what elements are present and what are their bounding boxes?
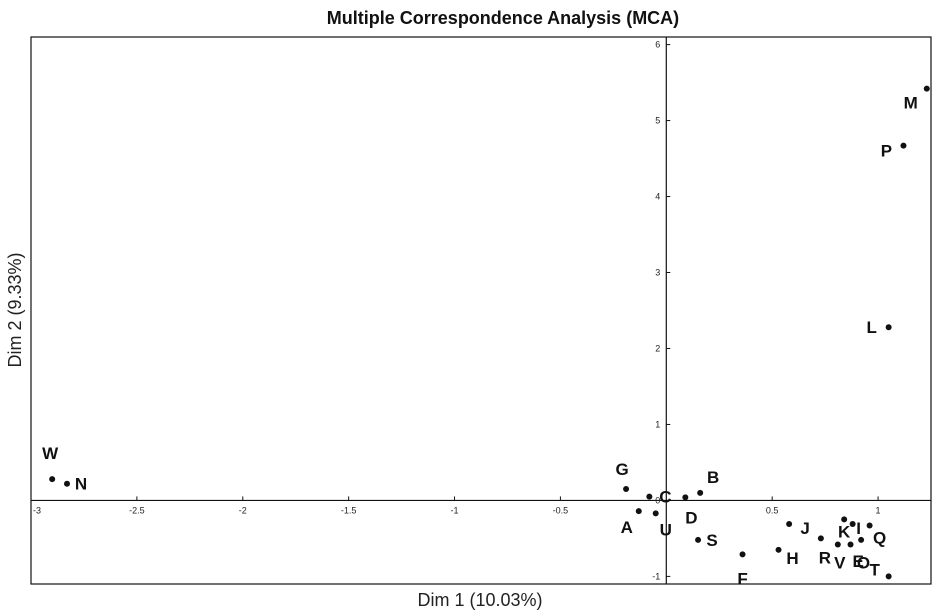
point-label-n: N bbox=[75, 475, 87, 494]
point-label-k: K bbox=[838, 522, 851, 541]
y-tick-label: 3 bbox=[655, 268, 660, 278]
point-label-v: V bbox=[834, 553, 846, 572]
point-marker-q bbox=[866, 522, 873, 529]
y-tick-label: 5 bbox=[655, 116, 660, 126]
y-tick-label: 4 bbox=[655, 192, 660, 202]
y-axis-label: Dim 2 (9.33%) bbox=[5, 252, 25, 367]
point-label-o: O bbox=[857, 553, 870, 572]
chart-title: Multiple Correspondence Analysis (MCA) bbox=[327, 8, 679, 28]
y-tick-group: -1 0 1 2 3 4 5 6 bbox=[652, 40, 671, 581]
point-marker-d bbox=[682, 494, 689, 501]
point-marker-i bbox=[849, 520, 856, 527]
point-marker-c bbox=[646, 493, 653, 500]
point-marker-s bbox=[695, 536, 702, 543]
point-marker-r bbox=[817, 535, 824, 542]
point-label-u: U bbox=[660, 520, 672, 539]
point-marker-f bbox=[739, 551, 746, 558]
point-label-s: S bbox=[706, 531, 717, 550]
point-label-i: I bbox=[856, 519, 861, 538]
x-tick-label: -0.5 bbox=[553, 505, 569, 515]
x-tick-label: -2.5 bbox=[129, 505, 145, 515]
point-marker-g bbox=[623, 486, 630, 493]
point-label-t: T bbox=[869, 560, 880, 579]
point-marker-m bbox=[923, 85, 930, 92]
point-label-b: B bbox=[707, 468, 719, 487]
point-marker-h bbox=[775, 546, 782, 553]
point-label-e: E bbox=[852, 552, 863, 571]
point-label-g: G bbox=[615, 460, 628, 479]
x-axis-label: Dim 1 (10.03%) bbox=[417, 590, 542, 610]
point-label-w: W bbox=[42, 444, 59, 463]
x-tick-label: -1.5 bbox=[341, 505, 357, 515]
point-marker-u bbox=[652, 510, 659, 517]
point-marker-v bbox=[834, 541, 841, 548]
point-marker-n bbox=[64, 480, 70, 487]
point-marker-j bbox=[786, 520, 793, 527]
point-label-l: L bbox=[866, 318, 876, 337]
point-marker-b bbox=[697, 489, 704, 496]
point-marker-l bbox=[885, 324, 892, 331]
x-tick-label: -2 bbox=[239, 505, 247, 515]
y-tick-label: -1 bbox=[652, 571, 660, 581]
point-marker-o bbox=[847, 541, 854, 548]
x-tick-label: -3 bbox=[33, 505, 41, 515]
y-tick-label: 0 bbox=[655, 495, 660, 505]
point-label-h: H bbox=[786, 549, 798, 568]
x-tick-label: 1 bbox=[876, 505, 881, 515]
y-tick-label: 2 bbox=[655, 343, 660, 353]
point-marker-t bbox=[885, 573, 892, 580]
point-label-j: J bbox=[800, 519, 809, 538]
point-marker-p bbox=[900, 142, 907, 149]
point-label-q: Q bbox=[873, 529, 886, 548]
point-label-a: A bbox=[621, 518, 633, 537]
point-label-m: M bbox=[904, 94, 918, 113]
point-label-c: C bbox=[659, 488, 671, 507]
point-marker-e bbox=[858, 536, 865, 543]
x-tick-label: 0.5 bbox=[766, 505, 779, 515]
x-tick-label: -1 bbox=[451, 505, 459, 515]
point-marker-k bbox=[841, 516, 848, 523]
point-label-f: F bbox=[737, 569, 747, 588]
y-tick-label: 6 bbox=[655, 40, 660, 50]
point-marker-a bbox=[635, 508, 642, 515]
point-label-p: P bbox=[881, 142, 892, 161]
point-marker-w bbox=[49, 476, 56, 483]
point-label-d: D bbox=[685, 508, 697, 527]
x-tick-group: -3 -2.5 -2 -1.5 -1 -0.5 0.5 1 bbox=[30, 496, 881, 515]
y-tick-label: 1 bbox=[655, 419, 660, 429]
plot-frame bbox=[30, 36, 932, 585]
point-label-r: R bbox=[819, 548, 831, 567]
